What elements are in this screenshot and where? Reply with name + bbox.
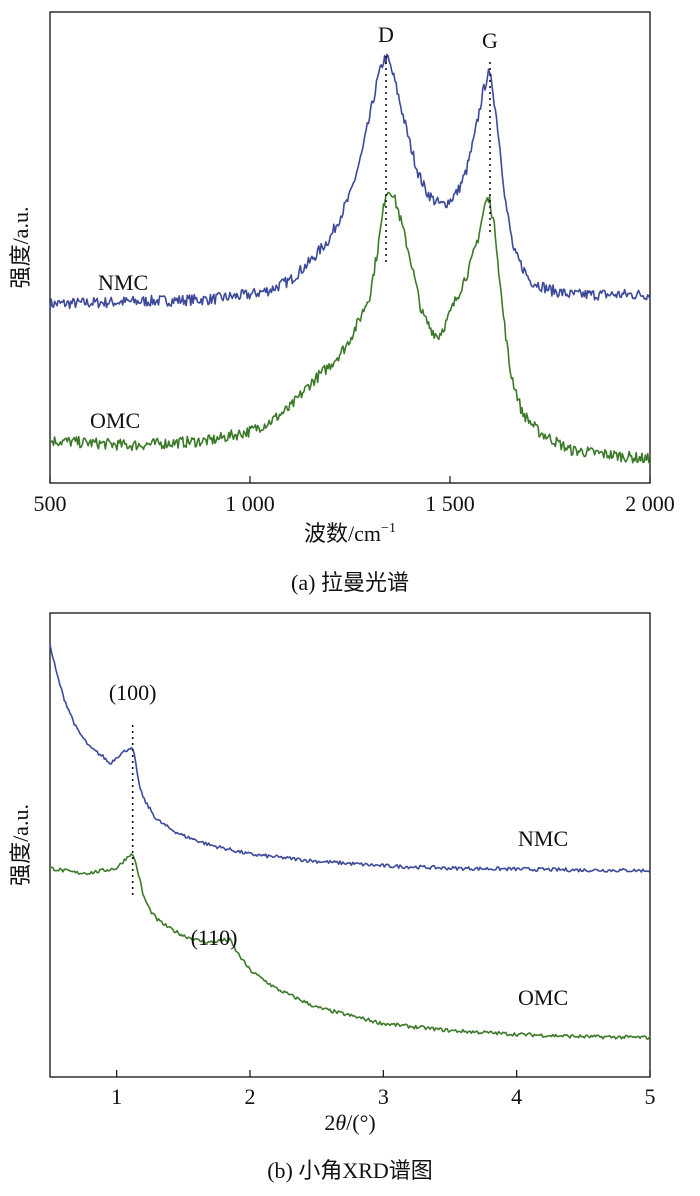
x-tick-label: 1 [111,1084,122,1109]
xrd-panel: 1 2 3 4 5 NMC OMC (100) (110) 2θ/(°) 强度/a.u. (… [8,613,656,1183]
figure-canvas: 500 1 000 1 500 2 000 NMC OMC D G 波数/cm−1 强度/… [0,0,700,1196]
series-label-nmc: NMC [518,826,568,851]
x-tick-label: 4 [511,1084,522,1109]
x-tick-label: 500 [34,491,67,516]
series-line-omc [50,854,650,1039]
xrd-y-axis-label: 强度/a.u. [8,804,33,886]
peak-label: (110) [191,925,238,950]
x-tick-label: 5 [645,1084,656,1109]
xrd-caption: (b) 小角XRD谱图 [267,1158,433,1183]
raman-panel: 500 1 000 1 500 2 000 NMC OMC D G 波数/cm−1 强度/… [8,12,675,595]
x-tick-label: 1 500 [425,491,475,516]
x-tick-label: 1 000 [225,491,275,516]
raman-x-ticks: 500 1 000 1 500 2 000 [34,476,675,516]
x-tick-label: 2 000 [625,491,675,516]
raman-x-axis-label: 波数/cm−1 [304,521,396,546]
x-tick-label: 3 [378,1084,389,1109]
series-label-omc: OMC [90,408,140,433]
raman-y-axis-label: 强度/a.u. [8,207,33,289]
peak-label: (100) [109,680,157,705]
peak-label: D [378,22,394,47]
x-tick-label: 2 [245,1084,256,1109]
raman-series: NMC OMC [50,54,650,464]
raman-caption: (a) 拉曼光谱 [291,570,409,595]
xrd-peak-markers: (100) (110) [109,680,238,950]
xrd-x-axis-label: 2θ/(°) [324,1110,375,1135]
peak-label: G [482,28,498,53]
series-label-nmc: NMC [98,270,148,295]
xrd-x-ticks: 1 2 3 4 5 [111,1070,655,1109]
series-label-omc: OMC [518,985,568,1010]
